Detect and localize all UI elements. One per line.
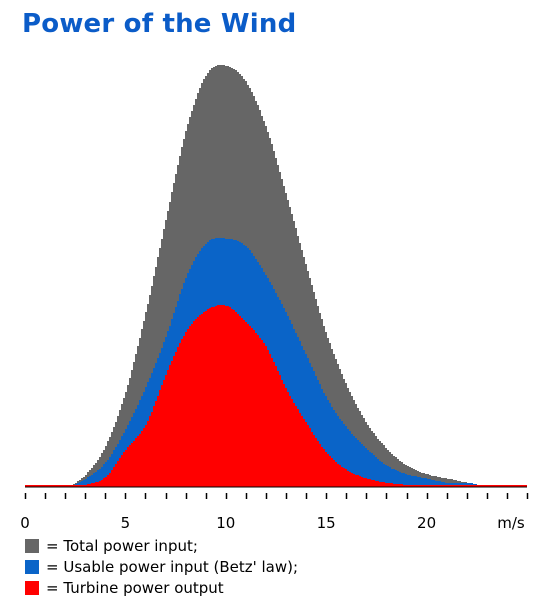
- x-tick-label: 5: [121, 514, 131, 532]
- legend-label-turbine: = Turbine power output: [46, 578, 224, 597]
- x-tick-label: 20: [417, 514, 436, 532]
- x-tick-label: 15: [317, 514, 336, 532]
- x-tick-labels: 0 5 10 15 20 m/s: [20, 514, 525, 532]
- x-tick-label: 10: [216, 514, 235, 532]
- turbine-baseline: [25, 485, 527, 487]
- x-tick-label: 0: [20, 514, 30, 532]
- legend-item-usable-power: = Usable power input (Betz' law);: [25, 557, 298, 576]
- x-axis: [24, 486, 529, 499]
- page-title: Power of the Wind: [22, 9, 297, 39]
- legend-item-turbine-output: = Turbine power output: [25, 578, 298, 597]
- x-unit-label: m/s: [497, 514, 525, 532]
- legend-swatch-usable: [25, 559, 39, 574]
- series-area-turbine-output: [25, 305, 527, 487]
- legend-label-total: = Total power input;: [46, 536, 198, 555]
- legend-item-total-power: = Total power input;: [25, 536, 298, 555]
- legend-label-usable: = Usable power input (Betz' law);: [46, 557, 299, 576]
- legend: = Total power input; = Usable power inpu…: [25, 536, 298, 599]
- legend-swatch-total: [25, 538, 39, 553]
- chart-areas: [25, 65, 527, 487]
- legend-swatch-turbine: [25, 580, 39, 595]
